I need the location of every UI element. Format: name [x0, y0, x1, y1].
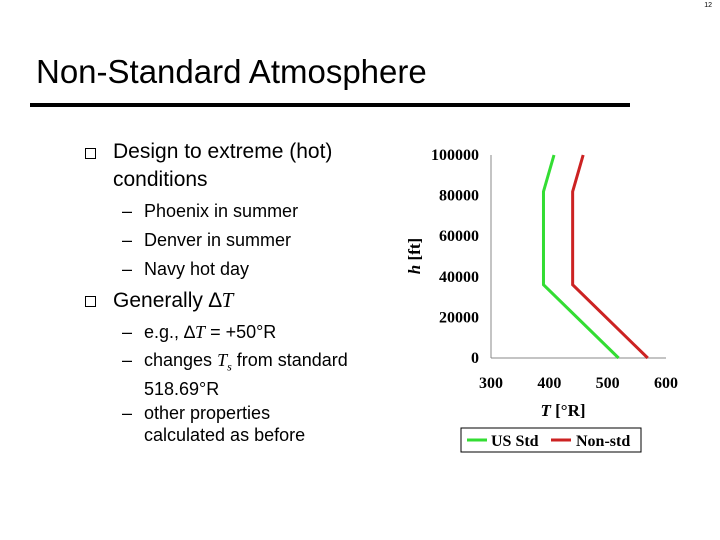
sub-bullet-phoenix: – Phoenix in summer [122, 200, 299, 222]
dash: – [122, 403, 133, 423]
legend-label-non-std: Non-std [576, 433, 630, 450]
chart-legend: US Std Non-std [460, 427, 642, 453]
y-tick-labels: 0 20000 40000 60000 80000 100000 [431, 147, 479, 367]
y-tick-label: 0 [471, 350, 479, 367]
x-tick-labels: 300 400 500 600 [479, 375, 678, 392]
y-tick-label: 20000 [439, 309, 479, 326]
sub-example-rest: = +50°R [205, 322, 277, 342]
dash: – [122, 230, 133, 250]
sub-bullet-example: – e.g., ∆T = +50°R [122, 321, 277, 343]
bullet-marker [85, 296, 96, 307]
sub-bullet-label: Navy hot day [144, 259, 250, 279]
sub-other-line2: calculated as before [144, 425, 306, 445]
delta-symbol: ∆ [184, 322, 196, 342]
dash: – [122, 201, 133, 221]
sub-bullet-changes: – changes Ts from standard 518.69°R [122, 349, 348, 400]
y-tick-label: 80000 [439, 188, 479, 205]
chart-axes [490, 155, 666, 359]
delta-symbol: ∆ [208, 289, 222, 312]
sub-bullet-navy: – Navy hot day [122, 258, 250, 280]
x-tick-label: 400 [537, 375, 561, 392]
series-lines [541, 154, 649, 360]
var-T: T [221, 288, 234, 312]
sub-example-prefix: e.g., [144, 322, 185, 342]
bullet-design: Design to extreme (hot) conditions [85, 138, 333, 194]
sub-bullet-other: – other properties calculated as before [122, 402, 306, 446]
var-T: T [217, 350, 228, 370]
bullet-generally: Generally ∆T [85, 286, 234, 315]
page-number: 12 [704, 2, 712, 9]
y-tick-label: 60000 [439, 228, 479, 245]
sub-changes-prefix: changes [144, 350, 218, 370]
sub-changes-line2: 518.69°R [144, 378, 220, 399]
subscript-s: s [227, 359, 232, 374]
x-axis-label: T [°R] [540, 401, 585, 420]
dash: – [122, 322, 133, 342]
legend-label-us-std: US Std [491, 433, 539, 450]
x-tick-label: 300 [479, 375, 503, 392]
x-tick-label: 500 [596, 375, 620, 392]
sub-other-line1: other properties [144, 403, 271, 423]
slide-title: Non-Standard Atmosphere [36, 53, 427, 90]
series-line-us-std [541, 154, 620, 360]
sub-changes-rest: from standard [231, 350, 348, 370]
y-tick-label: 100000 [431, 147, 479, 164]
sub-bullet-label: Denver in summer [144, 230, 292, 250]
sub-bullet-label: Phoenix in summer [144, 201, 299, 221]
title-rule [30, 103, 630, 107]
bullet-generally-text: Generally [113, 289, 209, 312]
x-tick-label: 600 [654, 375, 678, 392]
bullet-marker [85, 148, 96, 159]
dash: – [122, 350, 133, 370]
sub-bullet-denver: – Denver in summer [122, 229, 292, 251]
y-tick-label: 40000 [439, 269, 479, 286]
bullet-design-line2: conditions [113, 168, 208, 191]
dash: – [122, 259, 133, 279]
var-T: T [195, 322, 206, 342]
bullet-design-line1: Design to extreme (hot) [113, 140, 333, 163]
y-axis-label: h [ft] [405, 238, 424, 274]
series-line-non-std [571, 154, 649, 360]
